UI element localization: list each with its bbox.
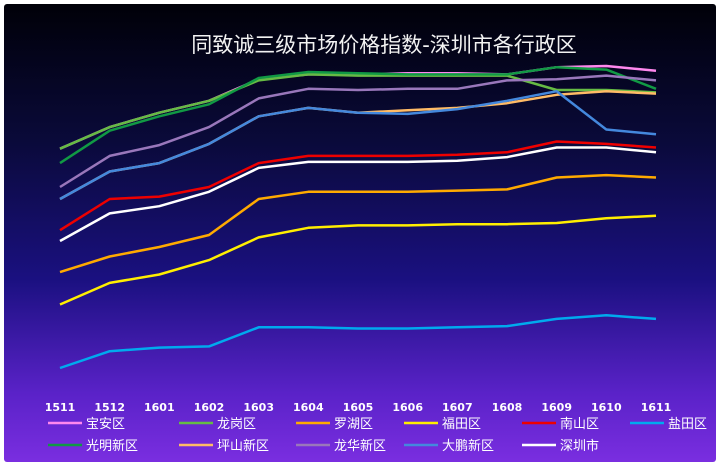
series-line-3	[59, 214, 657, 306]
legend-item: 龙华新区	[296, 438, 386, 454]
x-tick-label: 1605	[343, 401, 374, 414]
x-tick-label: 1602	[194, 401, 225, 414]
series-line-8	[59, 74, 657, 189]
legend-label: 宝安区	[86, 417, 125, 432]
legend-item: 南山区	[522, 416, 599, 432]
legend-item: 宝安区	[48, 417, 125, 432]
x-tick-label: 1606	[392, 401, 423, 414]
legend-label: 盐田区	[668, 417, 707, 432]
legend-label: 光明新区	[86, 438, 138, 454]
x-tick-label: 1604	[293, 401, 324, 414]
chart-title: 同致诚三级市场价格指数-深圳市各行政区	[191, 33, 577, 57]
line-chart: 同致诚三级市场价格指数-深圳市各行政区 1511 1512 1601 1602 1603…	[45, 33, 707, 454]
legend-label: 深圳市	[560, 438, 599, 454]
chart-frame: 同致诚三级市场价格指数-深圳市各行政区 1511 1512 1601 1602 1603…	[4, 4, 716, 462]
legend-label: 坪山新区	[217, 438, 269, 454]
series-line-4	[59, 140, 657, 232]
x-tick-label: 1608	[492, 401, 523, 414]
legend-label: 龙岗区	[217, 417, 256, 432]
legend-label: 龙华新区	[334, 438, 386, 454]
legend-item: 盐田区	[630, 417, 707, 432]
series-line-2	[59, 173, 657, 274]
series-line-10	[59, 146, 657, 243]
series-line-9	[59, 89, 657, 201]
series-line-6	[59, 65, 657, 165]
legend-label: 大鹏新区	[442, 438, 494, 454]
legend-label: 南山区	[560, 416, 599, 432]
x-tick-label: 1610	[591, 401, 622, 414]
series-line-7	[59, 89, 657, 201]
x-tick-label: 1609	[541, 401, 572, 414]
legend-item: 福田区	[404, 417, 481, 432]
legend-item: 深圳市	[522, 438, 599, 454]
legend-item: 坪山新区	[179, 438, 269, 454]
legend-label: 福田区	[442, 417, 481, 432]
series-layer	[59, 64, 657, 370]
x-tick-label: 1601	[144, 401, 175, 414]
x-tick-label: 1611	[641, 401, 672, 414]
x-tick-label: 1512	[94, 401, 125, 414]
legend-item: 大鹏新区	[404, 438, 494, 454]
x-tick-label: 1603	[243, 401, 274, 414]
legend-item: 龙岗区	[179, 417, 256, 432]
series-line-5	[59, 314, 657, 370]
legend-label: 罗湖区	[334, 417, 373, 432]
x-tick-label: 1511	[45, 401, 76, 414]
x-axis-ticks: 1511 1512 1601 1602 1603 1604 1605 1606 1607 1608…	[45, 401, 672, 414]
x-tick-label: 1607	[442, 401, 473, 414]
legend-item: 光明新区	[48, 438, 138, 454]
legend-item: 罗湖区	[296, 417, 373, 432]
